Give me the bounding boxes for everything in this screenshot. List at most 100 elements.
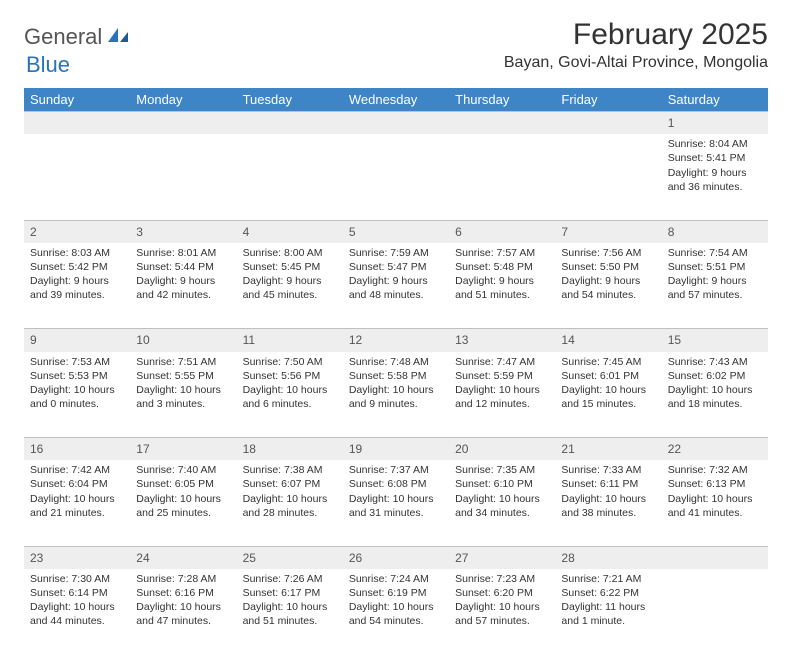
daylight-text: Daylight: 10 hours and 9 minutes. xyxy=(349,383,443,411)
day-cell: Sunrise: 7:45 AMSunset: 6:01 PMDaylight:… xyxy=(555,352,661,438)
daylight-text: Daylight: 9 hours and 51 minutes. xyxy=(455,274,549,302)
daylight-text: Daylight: 10 hours and 3 minutes. xyxy=(136,383,230,411)
daylight-text: Daylight: 10 hours and 28 minutes. xyxy=(243,492,337,520)
day-content-row: Sunrise: 7:53 AMSunset: 5:53 PMDaylight:… xyxy=(24,352,768,438)
sunrise-text: Sunrise: 7:21 AM xyxy=(561,572,655,586)
sunrise-text: Sunrise: 7:45 AM xyxy=(561,355,655,369)
day-number: 10 xyxy=(130,329,236,352)
sunset-text: Sunset: 5:42 PM xyxy=(30,260,124,274)
day-number: 3 xyxy=(130,220,236,243)
sunset-text: Sunset: 6:02 PM xyxy=(668,369,762,383)
calendar-table: Sunday Monday Tuesday Wednesday Thursday… xyxy=(24,88,768,655)
day-cell xyxy=(24,134,130,220)
sunrise-text: Sunrise: 8:04 AM xyxy=(668,137,762,151)
sunset-text: Sunset: 6:17 PM xyxy=(243,586,337,600)
day-cell: Sunrise: 7:42 AMSunset: 6:04 PMDaylight:… xyxy=(24,460,130,546)
day-number: 28 xyxy=(555,546,661,569)
daylight-text: Daylight: 10 hours and 21 minutes. xyxy=(30,492,124,520)
weekday-header: Tuesday xyxy=(237,88,343,112)
day-cell xyxy=(555,134,661,220)
day-cell: Sunrise: 7:57 AMSunset: 5:48 PMDaylight:… xyxy=(449,243,555,329)
sunset-text: Sunset: 6:16 PM xyxy=(136,586,230,600)
day-cell: Sunrise: 7:50 AMSunset: 5:56 PMDaylight:… xyxy=(237,352,343,438)
sunrise-text: Sunrise: 7:57 AM xyxy=(455,246,549,260)
sunset-text: Sunset: 5:58 PM xyxy=(349,369,443,383)
location: Bayan, Govi-Altai Province, Mongolia xyxy=(504,54,768,72)
logo-text-2: Blue xyxy=(26,52,70,77)
day-number: 17 xyxy=(130,438,236,461)
sunrise-text: Sunrise: 7:30 AM xyxy=(30,572,124,586)
day-number-row: 232425262728 xyxy=(24,546,768,569)
day-content-row: Sunrise: 8:04 AMSunset: 5:41 PMDaylight:… xyxy=(24,134,768,220)
day-number: 4 xyxy=(237,220,343,243)
daylight-text: Daylight: 10 hours and 12 minutes. xyxy=(455,383,549,411)
sunrise-text: Sunrise: 8:00 AM xyxy=(243,246,337,260)
sunset-text: Sunset: 5:51 PM xyxy=(668,260,762,274)
daylight-text: Daylight: 11 hours and 1 minute. xyxy=(561,600,655,628)
sunset-text: Sunset: 6:07 PM xyxy=(243,477,337,491)
day-cell xyxy=(343,134,449,220)
sunrise-text: Sunrise: 7:26 AM xyxy=(243,572,337,586)
day-cell: Sunrise: 7:53 AMSunset: 5:53 PMDaylight:… xyxy=(24,352,130,438)
sunrise-text: Sunrise: 7:50 AM xyxy=(243,355,337,369)
sunrise-text: Sunrise: 7:42 AM xyxy=(30,463,124,477)
sunset-text: Sunset: 5:44 PM xyxy=(136,260,230,274)
logo-sail-icon xyxy=(108,26,130,49)
day-cell: Sunrise: 7:37 AMSunset: 6:08 PMDaylight:… xyxy=(343,460,449,546)
logo-text-1: General xyxy=(24,24,102,50)
day-number: 26 xyxy=(343,546,449,569)
daylight-text: Daylight: 10 hours and 38 minutes. xyxy=(561,492,655,520)
daylight-text: Daylight: 10 hours and 54 minutes. xyxy=(349,600,443,628)
day-cell: Sunrise: 7:32 AMSunset: 6:13 PMDaylight:… xyxy=(662,460,768,546)
day-number: 20 xyxy=(449,438,555,461)
month-title: February 2025 xyxy=(504,18,768,52)
daylight-text: Daylight: 10 hours and 44 minutes. xyxy=(30,600,124,628)
daylight-text: Daylight: 9 hours and 54 minutes. xyxy=(561,274,655,302)
daylight-text: Daylight: 10 hours and 34 minutes. xyxy=(455,492,549,520)
daylight-text: Daylight: 10 hours and 6 minutes. xyxy=(243,383,337,411)
sunrise-text: Sunrise: 7:28 AM xyxy=(136,572,230,586)
sunset-text: Sunset: 6:10 PM xyxy=(455,477,549,491)
day-number: 14 xyxy=(555,329,661,352)
daylight-text: Daylight: 10 hours and 18 minutes. xyxy=(668,383,762,411)
sunset-text: Sunset: 6:20 PM xyxy=(455,586,549,600)
day-cell: Sunrise: 7:47 AMSunset: 5:59 PMDaylight:… xyxy=(449,352,555,438)
day-cell: Sunrise: 8:01 AMSunset: 5:44 PMDaylight:… xyxy=(130,243,236,329)
daylight-text: Daylight: 10 hours and 51 minutes. xyxy=(243,600,337,628)
sunset-text: Sunset: 6:11 PM xyxy=(561,477,655,491)
sunset-text: Sunset: 6:22 PM xyxy=(561,586,655,600)
day-number: 6 xyxy=(449,220,555,243)
day-number xyxy=(662,546,768,569)
day-number: 24 xyxy=(130,546,236,569)
weekday-header: Saturday xyxy=(662,88,768,112)
daylight-text: Daylight: 10 hours and 47 minutes. xyxy=(136,600,230,628)
day-number xyxy=(555,112,661,135)
day-number-row: 2345678 xyxy=(24,220,768,243)
weekday-header: Thursday xyxy=(449,88,555,112)
sunset-text: Sunset: 6:05 PM xyxy=(136,477,230,491)
sunrise-text: Sunrise: 7:24 AM xyxy=(349,572,443,586)
sunrise-text: Sunrise: 7:56 AM xyxy=(561,246,655,260)
day-number xyxy=(130,112,236,135)
sunrise-text: Sunrise: 7:59 AM xyxy=(349,246,443,260)
sunset-text: Sunset: 6:04 PM xyxy=(30,477,124,491)
day-number: 18 xyxy=(237,438,343,461)
daylight-text: Daylight: 9 hours and 48 minutes. xyxy=(349,274,443,302)
day-number: 13 xyxy=(449,329,555,352)
day-number xyxy=(449,112,555,135)
day-cell: Sunrise: 8:04 AMSunset: 5:41 PMDaylight:… xyxy=(662,134,768,220)
day-cell: Sunrise: 7:43 AMSunset: 6:02 PMDaylight:… xyxy=(662,352,768,438)
day-number: 9 xyxy=(24,329,130,352)
day-cell: Sunrise: 7:38 AMSunset: 6:07 PMDaylight:… xyxy=(237,460,343,546)
day-number xyxy=(24,112,130,135)
day-number: 7 xyxy=(555,220,661,243)
sunrise-text: Sunrise: 7:32 AM xyxy=(668,463,762,477)
day-cell: Sunrise: 8:00 AMSunset: 5:45 PMDaylight:… xyxy=(237,243,343,329)
daylight-text: Daylight: 9 hours and 57 minutes. xyxy=(668,274,762,302)
day-cell xyxy=(130,134,236,220)
sunrise-text: Sunrise: 7:37 AM xyxy=(349,463,443,477)
sunset-text: Sunset: 6:08 PM xyxy=(349,477,443,491)
sunset-text: Sunset: 6:13 PM xyxy=(668,477,762,491)
sunset-text: Sunset: 5:50 PM xyxy=(561,260,655,274)
sunset-text: Sunset: 5:53 PM xyxy=(30,369,124,383)
